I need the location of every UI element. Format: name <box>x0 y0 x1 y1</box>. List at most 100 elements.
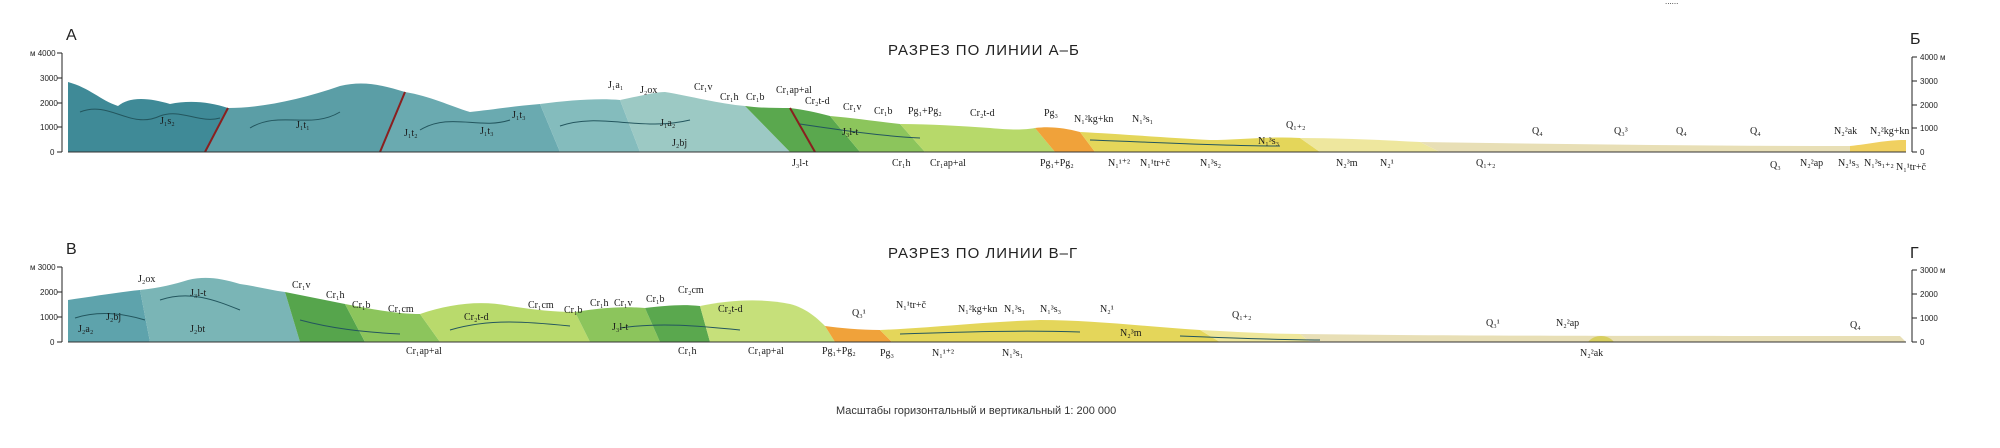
s1-label: J₁t₁ <box>296 120 310 131</box>
s1-right-tick-3000: 3000 <box>1920 77 1938 86</box>
s1-unit-jurassic-light-1 <box>540 99 640 152</box>
s1-left-tick-4000: м 4000 <box>30 49 56 58</box>
s1-fault-1 <box>204 107 229 153</box>
s1-right-tick-0: 0 <box>1920 148 1925 157</box>
section1-labels: J₁a₁ J₂ox Cr₁v Cr₁h Cr₁b Cr₁ap+al Cr₂t-d… <box>160 80 1909 149</box>
section2-labels-below: Cr₁ap+al J₃l-t Cr₁h Cr₁ap+al Pg₁+Pg₂ Pg₃… <box>406 322 1603 359</box>
s2-label: Q₁₊₂ <box>1232 310 1251 321</box>
s1-right-tick-4000: 4000 м <box>1920 53 1946 62</box>
s2-unit-jurassic-2 <box>140 277 300 342</box>
s1-label: Pg₁+Pg₂ <box>1040 158 1074 169</box>
s1-left-tick-3000: 3000 <box>40 74 58 83</box>
s1-label: Q₄ <box>1532 126 1543 137</box>
s1-label: Cr₂t-d <box>970 108 995 119</box>
s1-label: Q₃ <box>1770 160 1781 171</box>
s2-label: Cr₁h <box>678 346 697 357</box>
section-v-g: В Г РАЗРЕЗ ПО ЛИНИИ В–Г м 3000 2000 1000… <box>30 241 1946 359</box>
s2-label: Cr₂cm <box>678 285 704 296</box>
s2-fold-lines <box>74 295 1321 341</box>
s2-unit-paleogene <box>825 326 892 342</box>
s1-fault-2 <box>379 91 406 153</box>
s2-label: N₁¹tr+č <box>896 300 926 311</box>
scale-note: Масштабы горизонтальный и вертикальный 1… <box>836 405 1116 417</box>
s2-left-tick-1000: 1000 <box>40 313 58 322</box>
s1-label: J₃l-t <box>842 127 858 138</box>
s1-unit-jurassic-dark <box>68 82 228 152</box>
section1-right-axis: 4000 м 3000 2000 1000 0 <box>1911 53 1946 157</box>
s2-label: J₂bt <box>190 324 205 335</box>
section2-title: РАЗРЕЗ ПО ЛИНИИ В–Г <box>888 245 1078 262</box>
s2-unit-cret-light <box>420 303 590 342</box>
section2-right-letter: Г <box>1910 245 1919 262</box>
s2-label: N₁¹⁺² <box>932 348 954 359</box>
s2-label: Cr₁b <box>646 294 665 305</box>
s1-label: N₁¹tr+č <box>1896 162 1926 173</box>
section2-left-letter: В <box>66 241 77 258</box>
s2-label: Cr₁h <box>590 298 609 309</box>
section1-left-axis: м 4000 3000 2000 1000 0 <box>30 49 63 157</box>
s1-label: J₁t₃ <box>512 110 526 121</box>
s2-label: Cr₂t-d <box>718 304 743 315</box>
s2-label: Cr₁b <box>352 300 371 311</box>
s2-label: Cr₁cm <box>528 300 554 311</box>
s2-left-tick-0: 0 <box>50 338 55 347</box>
s2-label: Cr₁v <box>292 280 311 291</box>
s1-unit-paleogene <box>1035 127 1095 152</box>
s1-unit-neogene-light <box>1300 138 1440 152</box>
s1-label: Cr₂t-d <box>805 96 830 107</box>
s1-label: N₁¹tr+č <box>1140 158 1170 169</box>
s1-left-tick-0: 0 <box>50 148 55 157</box>
s1-label: J₂ox <box>640 85 657 96</box>
s1-label: Cr₁h <box>720 92 739 103</box>
s1-label: J₃l-t <box>792 158 808 169</box>
s1-label: N₁³s₂ <box>1200 158 1221 169</box>
s1-left-tick-1000: 1000 <box>40 123 58 132</box>
s2-label: Cr₁cm <box>388 304 414 315</box>
s2-label: J₂bj <box>106 312 121 323</box>
s2-unit-neogene-lens <box>1588 336 1614 342</box>
section1-right-letter: Б <box>1910 31 1921 48</box>
s1-label: N₁¹⁺² <box>1108 158 1130 169</box>
section2-geology <box>68 277 1906 342</box>
s2-label: N₁³s₁ <box>1004 304 1025 315</box>
s2-unit-cret-dark-2 <box>645 305 710 342</box>
s1-label: N₁³s₁ <box>1132 114 1153 125</box>
s1-label: Cr₁ap+al <box>930 158 966 169</box>
s1-label: N₂²ap <box>1800 158 1823 169</box>
s1-label: Q₃³ <box>1614 126 1628 137</box>
s1-right-tick-1000: 1000 <box>1920 124 1938 133</box>
s2-label: Cr₁b <box>564 305 583 316</box>
section1-geology <box>68 82 1906 153</box>
s1-label: Pg₃ <box>1044 108 1058 119</box>
s1-label: Cr₁v <box>843 102 862 113</box>
s1-label: J₂bj <box>672 138 687 149</box>
s2-label: N₂²ap <box>1556 318 1579 329</box>
s2-label: N₁³s₁ <box>1002 348 1023 359</box>
s2-label: Q₃¹ <box>852 308 866 319</box>
s2-label: N₂¹ <box>1100 304 1114 315</box>
s2-label: J₂ox <box>138 274 155 285</box>
s2-right-tick-0: 0 <box>1920 338 1925 347</box>
s2-label: Cr₂t-d <box>464 312 489 323</box>
s1-label: J₁t₃ <box>480 126 494 137</box>
s1-label: Pg₁+Pg₂ <box>908 106 942 117</box>
s1-unit-neogene-right <box>1850 140 1906 152</box>
s1-label: Cr₁v <box>694 82 713 93</box>
s1-label: J₁s₂ <box>160 116 175 127</box>
s2-label: Pg₃ <box>880 348 894 359</box>
section2-right-axis: 3000 м 2000 1000 0 <box>1911 266 1946 347</box>
s1-label: J₁a₁ <box>608 80 623 91</box>
s2-label: Cr₁h <box>326 290 345 301</box>
s1-label: Q₁₊₂ <box>1286 120 1305 131</box>
s2-label: Cr₁ap+al <box>406 346 442 357</box>
s2-label: J₃l-t <box>612 322 628 333</box>
section1-labels-below: J₃l-t Cr₁h Cr₁ap+al Pg₁+Pg₂ N₁¹⁺² N₁¹tr+… <box>792 136 1926 173</box>
s1-unit-jurassic-light-2 <box>620 92 790 152</box>
s1-fault-3 <box>789 107 816 153</box>
s2-right-tick-2000: 2000 <box>1920 290 1938 299</box>
s2-label: Pg₁+Pg₂ <box>822 346 856 357</box>
header-fragment: ...... <box>1665 0 1678 6</box>
s2-unit-cret-mid <box>345 304 440 342</box>
